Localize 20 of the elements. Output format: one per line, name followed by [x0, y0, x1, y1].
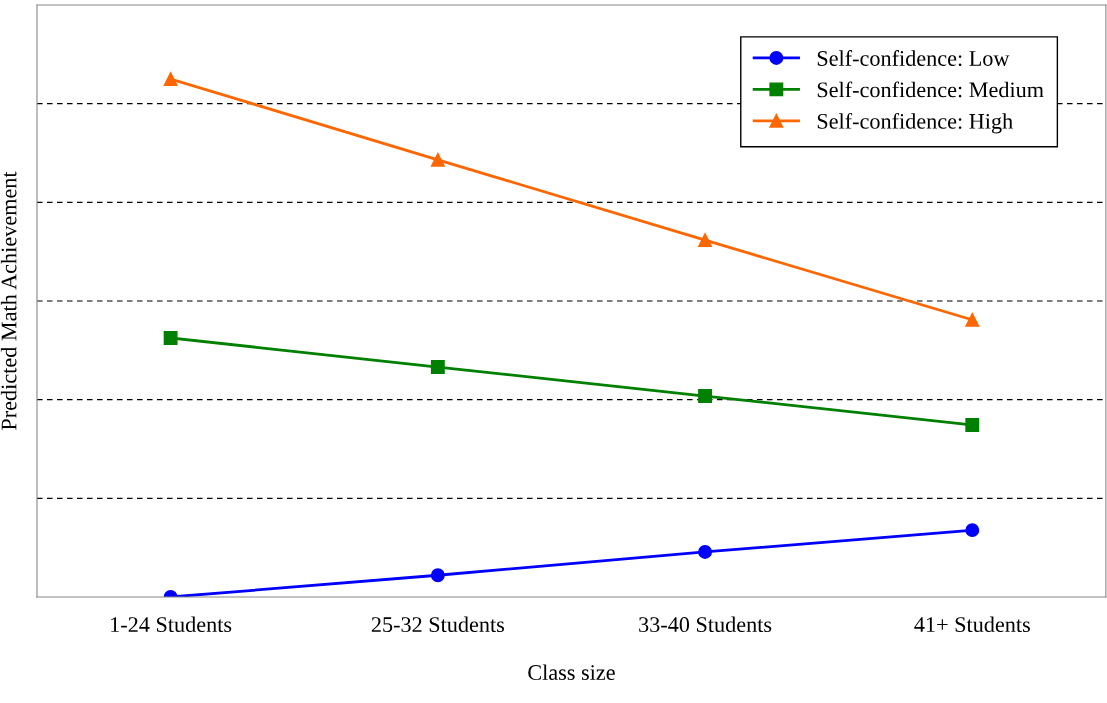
point	[965, 523, 980, 538]
point	[965, 418, 980, 432]
point	[698, 389, 713, 403]
point	[430, 568, 445, 583]
x-axis-title: Class size	[528, 664, 615, 681]
x-tick-label: 33-40 Students	[639, 616, 772, 633]
legend-label: Self-confidence: High	[817, 112, 1013, 134]
point	[698, 544, 713, 559]
legend-label: Self-confidence: Medium	[817, 81, 1044, 98]
x-tick-label: 41+ Students	[914, 616, 1030, 633]
point	[430, 360, 445, 374]
legend-label: Self-confidence: Low	[817, 50, 1010, 67]
point	[163, 331, 178, 345]
point	[430, 152, 445, 167]
point	[163, 72, 178, 86]
point	[698, 233, 713, 248]
y-axis-title: Predicted Math Achievement	[0, 171, 17, 430]
point	[965, 312, 980, 327]
x-tick-label: 25-32 Students	[371, 616, 505, 633]
x-tick-label: 1-24 Students	[111, 616, 232, 633]
